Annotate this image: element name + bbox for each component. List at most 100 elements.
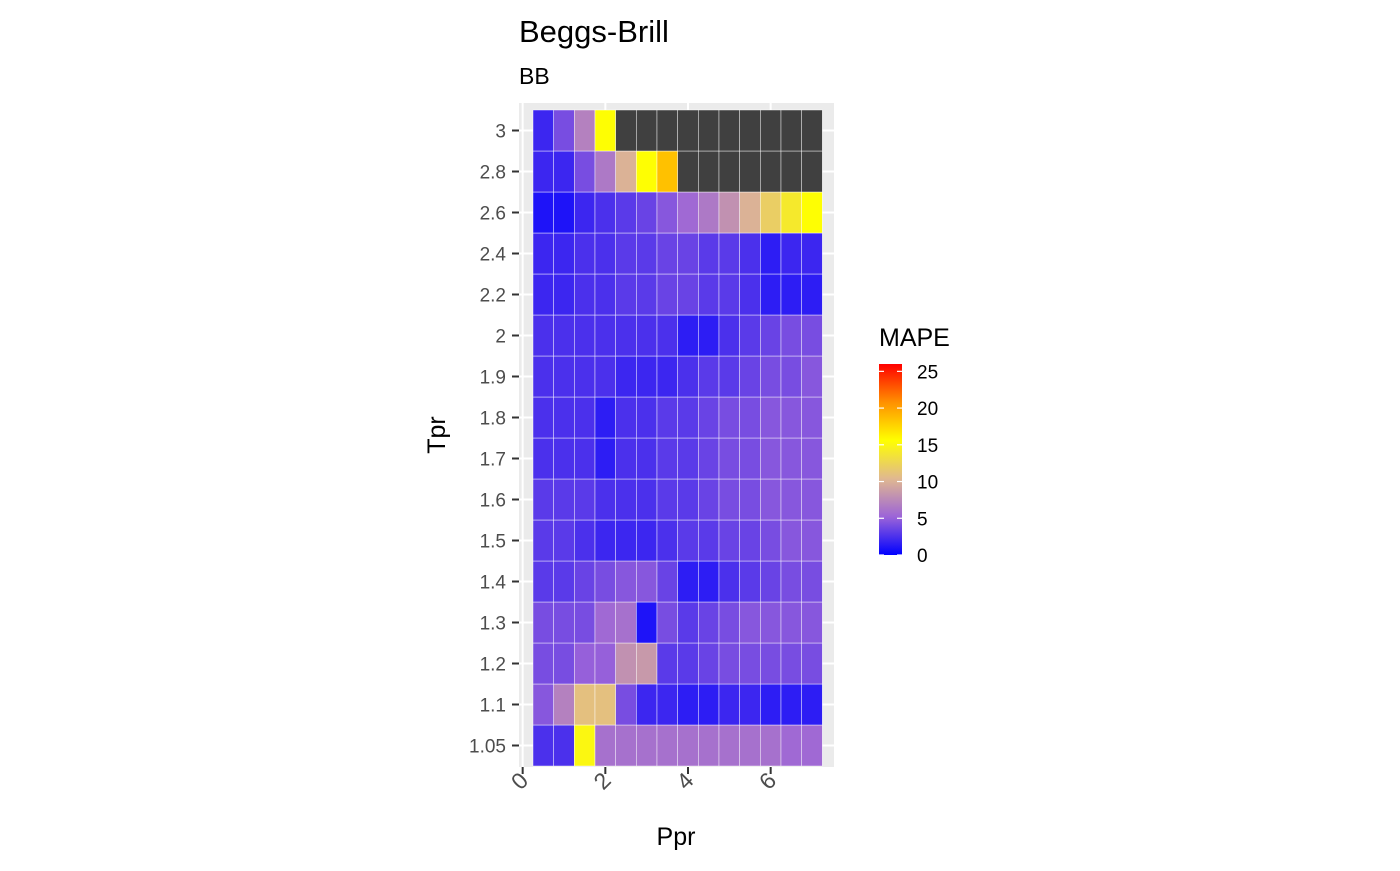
legend-title: MAPE [879, 324, 950, 352]
heatmap-tile [718, 232, 740, 275]
heatmap-tile [636, 314, 658, 357]
x-tick-label: 6 [754, 767, 781, 794]
heatmap-tile [739, 683, 761, 726]
heatmap-tile [656, 191, 678, 234]
heatmap-tile [780, 683, 802, 726]
heatmap-tile [594, 232, 616, 275]
heatmap-tile [532, 232, 554, 275]
legend-tick-label: 0 [917, 546, 928, 567]
x-axis-label: Ppr [657, 823, 696, 851]
heatmap-tile [594, 150, 616, 193]
heatmap-tile [594, 273, 616, 316]
heatmap-tile [615, 191, 637, 234]
heatmap-tile [656, 314, 678, 357]
y-tick-label: 2.6 [480, 204, 506, 225]
heatmap-tile [698, 478, 720, 521]
heatmap-tile [760, 683, 782, 726]
heatmap-tile [553, 314, 575, 357]
heatmap-tile [780, 437, 802, 480]
heatmap-tile [718, 273, 740, 316]
heatmap-tile [594, 683, 616, 726]
heatmap-tile [718, 314, 740, 357]
heatmap-tile [677, 519, 699, 562]
heatmap-tile [677, 191, 699, 234]
chart-subtitle: BB [519, 63, 550, 89]
heatmap-tile [574, 560, 596, 603]
heatmap-tile [532, 314, 554, 357]
heatmap-tile [760, 601, 782, 644]
legend-tick-label: 10 [917, 473, 938, 494]
heatmap-tile [574, 601, 596, 644]
heatmap-tile [718, 150, 740, 193]
heatmap-tile [574, 191, 596, 234]
heatmap-tile [780, 314, 802, 357]
heatmap-tile [553, 273, 575, 316]
heatmap-tile [677, 601, 699, 644]
heatmap-tile [677, 396, 699, 439]
heatmap-tile [739, 601, 761, 644]
heatmap-tile [801, 150, 823, 193]
heatmap-tile [553, 560, 575, 603]
heatmap-tile [615, 396, 637, 439]
heatmap-tile [801, 601, 823, 644]
heatmap-tile [615, 601, 637, 644]
heatmap-tile [760, 150, 782, 193]
heatmap-tile [718, 109, 740, 152]
heatmap-tile [739, 355, 761, 398]
heatmap-tile [760, 642, 782, 685]
heatmap-tile [760, 232, 782, 275]
color-legend: MAPE 0 5 10 15 20 25 [879, 324, 950, 567]
heatmap-tile [636, 396, 658, 439]
y-tick-label: 2.4 [480, 245, 507, 266]
heatmap-tile [739, 560, 761, 603]
heatmap-tile [636, 437, 658, 480]
heatmap-tile [739, 191, 761, 234]
heatmap-tile [677, 314, 699, 357]
heatmap-tile [801, 560, 823, 603]
heatmap-tile [760, 478, 782, 521]
heatmap-tile [532, 642, 554, 685]
heatmap-tile [636, 601, 658, 644]
heatmap-tile [760, 109, 782, 152]
heatmap-tile [760, 314, 782, 357]
y-tick-label: 1.05 [469, 737, 506, 758]
heatmap-tile [780, 232, 802, 275]
y-tick-label: 1.8 [480, 409, 506, 430]
heatmap-tile [553, 232, 575, 275]
heatmap-tile [718, 437, 740, 480]
heatmap-tile [594, 355, 616, 398]
heatmap-tile [760, 355, 782, 398]
heatmap-tile [677, 560, 699, 603]
heatmap-tile [574, 437, 596, 480]
x-tick-label: 4 [671, 767, 699, 795]
heatmap-tile [553, 642, 575, 685]
heatmap-tile [760, 519, 782, 562]
heatmap-tile [698, 109, 720, 152]
heatmap-tile [553, 355, 575, 398]
heatmap-tile [698, 273, 720, 316]
heatmap-tile [801, 109, 823, 152]
heatmap-tile [656, 724, 678, 767]
heatmap-tile [574, 273, 596, 316]
heatmap-tile [780, 642, 802, 685]
heatmap-tile [656, 150, 678, 193]
heatmap-tile [698, 232, 720, 275]
heatmap-tile [574, 109, 596, 152]
chart-title: Beggs-Brill [519, 14, 669, 49]
heatmap-tile [739, 642, 761, 685]
heatmap-tile [532, 150, 554, 193]
heatmap-tile [739, 109, 761, 152]
heatmap-tile [594, 642, 616, 685]
heatmap-tile [780, 724, 802, 767]
heatmap-tile [656, 683, 678, 726]
heatmap-tile [574, 724, 596, 767]
heatmap-tile [698, 150, 720, 193]
heatmap-tile [553, 519, 575, 562]
heatmap-tile [739, 314, 761, 357]
heatmap-tile [739, 724, 761, 767]
heatmap-tile [801, 642, 823, 685]
heatmap-tile [760, 560, 782, 603]
heatmap-tile [615, 437, 637, 480]
heatmap-tile [594, 601, 616, 644]
y-tick-label: 2.2 [480, 286, 506, 307]
